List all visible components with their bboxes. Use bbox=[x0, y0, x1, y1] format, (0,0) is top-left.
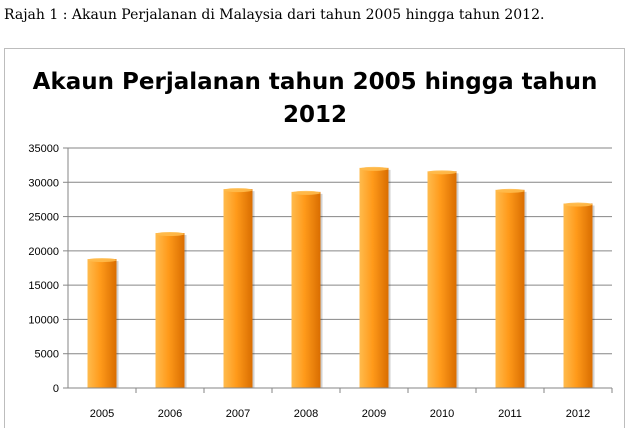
bar-top-highlight bbox=[427, 170, 457, 175]
bar-2011 bbox=[495, 189, 525, 388]
y-tick-label: 35000 bbox=[28, 143, 59, 155]
chart-title-line-2: 2012 bbox=[283, 102, 347, 128]
bar-2007 bbox=[223, 189, 253, 388]
bar-top-highlight bbox=[155, 232, 185, 237]
y-tick-label: 5000 bbox=[35, 349, 59, 361]
x-tick-label: 2011 bbox=[498, 408, 522, 420]
gridlines bbox=[68, 147, 612, 355]
bar-2009 bbox=[359, 167, 389, 388]
bar-2006 bbox=[155, 233, 185, 388]
bar-2008 bbox=[291, 191, 321, 388]
y-tick-label: 10000 bbox=[28, 314, 59, 326]
x-tick-label: 2012 bbox=[566, 408, 590, 420]
chart-frame: Akaun Perjalanan tahun 2005 hingga tahun… bbox=[4, 48, 625, 428]
bars bbox=[87, 166, 595, 388]
bar-chart: Akaun Perjalanan tahun 2005 hingga tahun… bbox=[28, 69, 613, 420]
x-tick-label: 2009 bbox=[362, 408, 386, 420]
x-tick-label: 2007 bbox=[226, 408, 250, 420]
x-tick-label: 2008 bbox=[294, 408, 318, 420]
figure-caption: Rajah 1 : Akaun Perjalanan di Malaysia d… bbox=[4, 7, 545, 23]
bar-top-highlight bbox=[87, 258, 117, 263]
x-tick-label: 2010 bbox=[430, 408, 454, 420]
x-axis-ticks: 2005 2006 2007 2008 2009 2010 2011 2012 bbox=[90, 388, 613, 420]
y-tick-label: 0 bbox=[53, 383, 59, 395]
x-tick-label: 2006 bbox=[158, 408, 182, 420]
y-axis-ticks: 0 5000 10000 15000 20000 25000 30000 35000 bbox=[28, 143, 68, 395]
bar-top-highlight bbox=[359, 166, 389, 171]
bar-top-highlight bbox=[223, 188, 253, 193]
bar-top-highlight bbox=[291, 190, 321, 195]
y-tick-label: 20000 bbox=[28, 246, 59, 258]
x-tick-label: 2005 bbox=[90, 408, 114, 420]
bar-2012 bbox=[563, 203, 593, 388]
y-tick-label: 30000 bbox=[28, 177, 59, 189]
bar-top-highlight bbox=[563, 202, 593, 207]
y-tick-label: 25000 bbox=[28, 212, 59, 224]
y-tick-label: 15000 bbox=[28, 280, 59, 292]
bar-2005 bbox=[87, 259, 117, 388]
chart-title-line-1: Akaun Perjalanan tahun 2005 hingga tahun bbox=[33, 69, 598, 95]
bar-top-highlight bbox=[495, 188, 525, 193]
bar-2010 bbox=[427, 171, 457, 388]
